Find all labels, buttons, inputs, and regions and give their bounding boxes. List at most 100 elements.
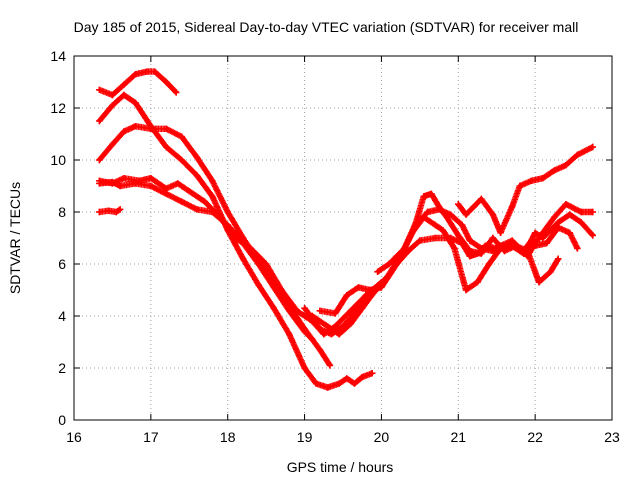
data-point <box>551 214 558 221</box>
data-point <box>455 201 462 208</box>
data-point <box>209 193 216 200</box>
data-point <box>120 81 128 88</box>
y-axis-label: SDTVAR / TECUs <box>7 182 23 294</box>
data-point <box>478 250 485 257</box>
data-point <box>524 247 531 255</box>
data-point <box>447 211 454 218</box>
y-tick-label: 12 <box>50 100 66 116</box>
data-point <box>512 242 520 249</box>
data-point <box>193 154 201 161</box>
data-point <box>531 242 539 249</box>
data-point <box>193 172 201 179</box>
data-point <box>96 86 103 93</box>
data-point <box>174 180 181 187</box>
data-point <box>309 336 316 343</box>
data-point <box>147 125 155 132</box>
data-point <box>132 123 139 130</box>
plot-frame <box>73 55 613 421</box>
data-point <box>186 188 193 195</box>
data-point <box>562 162 570 169</box>
data-point <box>535 279 543 286</box>
x-tick-label: 19 <box>297 429 313 445</box>
data-point <box>247 245 254 252</box>
data-point <box>501 247 508 255</box>
data-point <box>109 180 116 187</box>
data-point <box>555 224 562 231</box>
data-point <box>589 232 596 239</box>
data-point <box>332 310 339 317</box>
data-point <box>301 328 308 335</box>
x-tick-label: 18 <box>220 429 236 445</box>
data-point <box>393 253 400 260</box>
data-point <box>270 284 278 291</box>
data-point <box>178 156 185 164</box>
data-point <box>324 323 331 330</box>
data-point <box>566 229 573 236</box>
data-point <box>508 203 516 210</box>
data-point <box>216 214 224 221</box>
data-series-track-10 <box>374 190 562 286</box>
y-tick-label: 8 <box>58 204 66 220</box>
data-point <box>316 325 324 333</box>
data-point <box>120 91 128 99</box>
data-point <box>316 346 324 353</box>
data-point <box>326 362 334 369</box>
data-point <box>485 260 493 268</box>
data-point <box>566 211 573 218</box>
y-tick-label: 2 <box>58 360 66 376</box>
axis-ticks: 16 17 18 19 20 21 22 23 0 2 4 6 8 10 12 14 <box>50 48 620 445</box>
data-point <box>143 68 151 75</box>
data-point <box>516 182 523 190</box>
data-point <box>578 208 585 216</box>
grid <box>74 56 612 420</box>
data-point <box>432 234 439 242</box>
data-point <box>151 68 158 75</box>
data-point <box>462 211 470 218</box>
data-series-track-11 <box>455 143 596 236</box>
data-point <box>589 143 596 151</box>
data-point <box>173 89 180 96</box>
data-point <box>366 286 374 294</box>
data-point <box>359 305 366 312</box>
data-point <box>439 227 447 234</box>
data-point <box>105 207 112 214</box>
data-point <box>497 229 504 236</box>
x-tick-label: 21 <box>450 429 466 445</box>
data-point <box>147 182 155 190</box>
data-point <box>270 305 278 312</box>
data-point <box>455 232 462 239</box>
data-point <box>470 203 477 210</box>
data-point <box>428 190 435 197</box>
data-point <box>528 237 535 244</box>
data-point <box>435 203 443 210</box>
data-point <box>335 380 343 387</box>
data-point <box>385 271 393 278</box>
data-point <box>301 364 308 372</box>
data-point <box>462 286 470 294</box>
data-point <box>551 167 558 174</box>
data-point <box>539 229 547 236</box>
data-point <box>466 247 474 255</box>
data-point <box>286 307 293 314</box>
data-point <box>96 156 103 164</box>
data-point <box>574 151 581 158</box>
data-point <box>528 177 535 184</box>
data-point <box>458 221 466 229</box>
y-tick-label: 10 <box>50 152 66 168</box>
data-point <box>412 219 420 226</box>
data-point <box>316 307 324 314</box>
data-point <box>424 208 431 216</box>
data-point <box>378 281 385 288</box>
x-tick-label: 22 <box>527 429 543 445</box>
data-point <box>466 237 474 244</box>
data-point <box>555 255 562 262</box>
data-point <box>369 370 376 377</box>
data-point <box>255 260 262 268</box>
data-point <box>178 133 185 140</box>
x-tick-label: 16 <box>66 429 82 445</box>
data-point <box>132 99 139 106</box>
data-series-track-2 <box>96 91 376 391</box>
data-point <box>163 78 170 86</box>
data-point <box>147 175 155 182</box>
data-point <box>293 307 301 314</box>
